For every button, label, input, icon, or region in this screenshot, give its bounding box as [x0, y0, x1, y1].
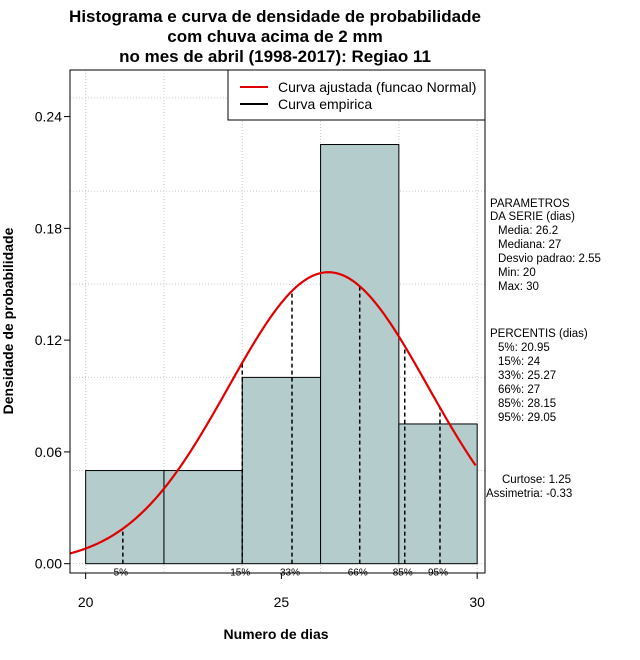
histogram-bar — [398, 423, 478, 565]
stat-min: Min: 20 — [498, 267, 536, 279]
stat-mediana: Mediana: 27 — [498, 239, 561, 251]
chart-title-line-3: no mes de abril (1998-2017): Regiao 11 — [119, 47, 431, 66]
percentil-5: 5%: 20.95 — [498, 342, 550, 354]
y-tick-label: 0.18 — [35, 220, 62, 236]
bars-layer — [85, 144, 478, 565]
chart-title-line-1: Histograma e curva de densidade de proba… — [69, 7, 481, 26]
x-axis-title: Numero de dias — [223, 626, 328, 642]
histogram-bar — [85, 470, 165, 565]
x-tick-label: 30 — [469, 594, 485, 610]
percentis-header: PERCENTIS (dias) — [490, 328, 588, 340]
legend-empirical-label: Curva empirica — [278, 96, 372, 112]
percentil-95: 95%: 29.05 — [498, 412, 556, 424]
legend: Curva ajustada (funcao Normal) Curva emp… — [227, 69, 486, 121]
stat-media: Media: 26.2 — [498, 225, 558, 237]
params-header-1: PARAMETROS — [490, 198, 570, 210]
histogram-bar — [163, 470, 243, 565]
percentil-33: 33%: 25.27 — [498, 370, 556, 382]
y-tick-label: 0.00 — [35, 556, 62, 572]
legend-box — [227, 69, 486, 121]
stat-assimetria: Assimetria: -0.33 — [486, 488, 572, 500]
normal-curve — [69, 271, 477, 555]
y-tick-label: 0.24 — [35, 109, 62, 125]
histogram-bar — [241, 376, 322, 565]
percentil-66: 66%: 27 — [498, 384, 540, 396]
stat-curtose: Curtose: 1.25 — [502, 474, 571, 486]
axis-layer: 0.00 0.06 0.12 0.18 0.24 20 25 30 — [35, 109, 485, 610]
stat-desvio: Desvio padrao: 2.55 — [498, 253, 601, 265]
chart-title-line-2: com chuva acima de 2 mm — [167, 27, 382, 46]
histogram-bar — [320, 144, 400, 565]
stat-max: Max: 30 — [498, 281, 539, 293]
y-tick-label: 0.06 — [35, 444, 62, 460]
params-header-2: DA SERIE (dias) — [490, 211, 575, 223]
y-tick-label: 0.12 — [35, 332, 62, 348]
curve-layer — [69, 271, 477, 555]
x-tick-label: 25 — [274, 594, 290, 610]
y-axis-title: Densidade de probabilidade — [0, 227, 16, 414]
x-tick-label: 20 — [78, 594, 94, 610]
stats-panel: PARAMETROS DA SERIE (dias) Media: 26.2 M… — [486, 198, 601, 500]
percentil-15: 15%: 24 — [498, 356, 541, 368]
legend-normal-label: Curva ajustada (funcao Normal) — [278, 79, 476, 95]
percentil-85: 85%: 28.15 — [498, 398, 556, 410]
